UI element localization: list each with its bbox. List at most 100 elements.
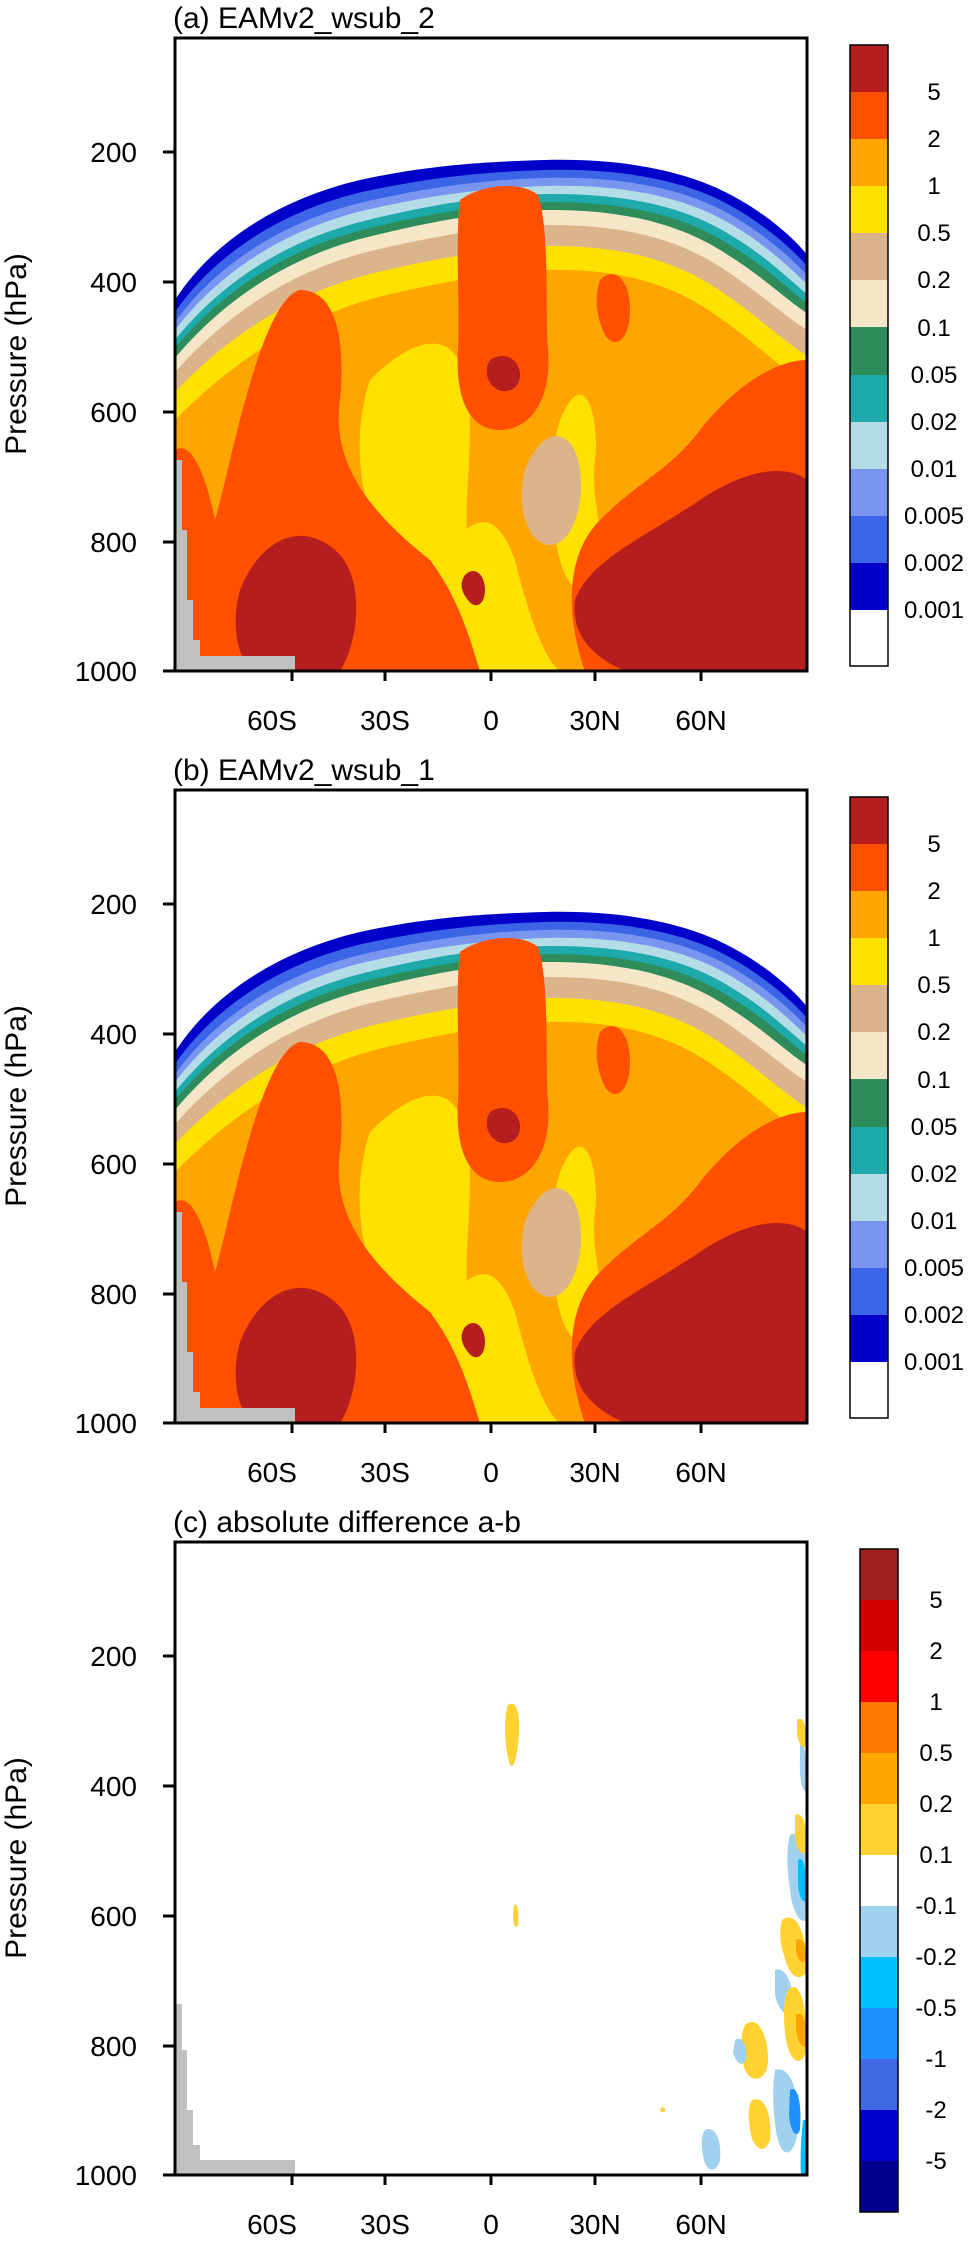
panel-a-missing (175, 460, 295, 671)
panel-a-cb-label: 5 (927, 79, 940, 106)
panel-b-cb-label: 0.1 (917, 1067, 950, 1094)
panel-c-x-ticks (290, 2175, 703, 2185)
panel-b-y-label-1000: 1000 (75, 1408, 137, 1439)
panel-a-x-labels: 60S 30S 0 30N 60N (247, 705, 727, 736)
panel-b-y-label-800: 800 (90, 1279, 137, 1310)
panel-a-y-ticks (163, 150, 175, 673)
panel-b-cb-label: 5 (927, 831, 940, 858)
panel-b-cb-label: 0.01 (911, 1208, 958, 1235)
panel-a: (a) EAMv2_wsub_2 (0, 2, 964, 736)
panel-a-x-label-30n: 30N (569, 705, 620, 736)
panel-b-cb-label: 0.02 (911, 1161, 958, 1188)
panel-b-y-label-200: 200 (90, 889, 137, 920)
panel-c-cb-label: -1 (925, 2046, 946, 2073)
panel-b-field (175, 790, 807, 1423)
panel-a-red-nh-small (596, 274, 630, 342)
panel-a-cb-label: 1 (927, 173, 940, 200)
panel-a-title: (a) EAMv2_wsub_2 (173, 2, 435, 35)
panel-c-x-label-0: 0 (483, 2209, 499, 2240)
panel-a-cb-label: 0.1 (917, 315, 950, 342)
panel-b-cb-label: 2 (927, 878, 940, 905)
panel-c-y-label-400: 400 (90, 1771, 137, 1802)
panel-b-cb-label: 0.5 (917, 972, 950, 999)
panel-a-y-label-800: 800 (90, 527, 137, 558)
panel-a-colorbar (849, 44, 889, 667)
panel-c-edge-yellow-2 (780, 1917, 807, 1978)
panel-b-cb-label: 0.05 (911, 1114, 958, 1141)
panel-b-x-ticks (290, 1423, 703, 1433)
panel-b-x-label-60n: 60N (675, 1457, 726, 1488)
panel-c-blob-upper (505, 1703, 520, 1766)
panel-a-cb-label: 2 (927, 126, 940, 153)
panel-c-edge-orange-1 (796, 1939, 807, 1962)
panel-a-x-label-0: 0 (483, 705, 499, 736)
panel-a-cb-label: 0.2 (917, 267, 950, 294)
panel-a-cb-label: 0.01 (911, 456, 958, 483)
panel-c-cb-label: -0.5 (915, 1995, 956, 2022)
panel-b-x-labels: 60S 30S 0 30N 60N (247, 1457, 727, 1488)
panel-c-edge-yellow-5 (748, 2099, 771, 2149)
panel-c-cb-label: 0.5 (919, 1740, 952, 1767)
panel-c-edge-yellow-6 (797, 1718, 807, 1748)
panel-c-edge-yellow-1 (795, 1814, 807, 1854)
panel-a-cb-label: 0.002 (904, 550, 964, 577)
panel-a-y-label-1000: 1000 (75, 656, 137, 687)
panel-c-cb-label: 5 (929, 1587, 942, 1614)
panel-c-edge-blue-4 (733, 2038, 747, 2064)
panel-a-cb-label: 0.005 (904, 503, 964, 530)
panel-a-cb-label: 0.02 (911, 409, 958, 436)
panel-c: (c) absolute difference a-b (0, 1506, 957, 2240)
panel-b-y-label-600: 600 (90, 1149, 137, 1180)
panel-a-tan-bubble (521, 436, 581, 545)
panel-c-cb-label: 0.2 (919, 1791, 952, 1818)
panel-b-cb-label: 0.002 (904, 1302, 964, 1329)
panel-c-y-label-200: 200 (90, 1641, 137, 1672)
panel-b-x-label-0: 0 (483, 1457, 499, 1488)
panel-b-y-ticks (163, 902, 175, 1425)
panel-a-cb-label: 0.05 (911, 362, 958, 389)
panel-b-y-labels: 200 400 600 800 1000 (75, 889, 137, 1439)
panel-a-y-label-200: 200 (90, 137, 137, 168)
panel-a-cb-label: 0.5 (917, 220, 950, 247)
panel-c-cb-label: -2 (925, 2097, 946, 2124)
panel-c-y-label-600: 600 (90, 1901, 137, 1932)
panel-a-field (175, 38, 807, 671)
panel-a-y-labels: 200 400 600 800 1000 (75, 137, 137, 687)
panel-c-cb-label: 2 (929, 1638, 942, 1665)
panel-c-x-label-60s: 60S (247, 2209, 297, 2240)
panel-b: (b) EAMv2_wsub_1 (0, 754, 964, 1488)
panel-b-colorbar (849, 796, 889, 1419)
panel-c-blob-mid (513, 1904, 519, 1927)
panel-c-cb-label: 0.1 (919, 1842, 952, 1869)
panel-b-title: (b) EAMv2_wsub_1 (173, 754, 435, 787)
panel-a-darkred-eq2 (461, 570, 485, 606)
panel-a-y-label-600: 600 (90, 397, 137, 428)
panel-a-darkred-eq (486, 355, 520, 392)
panel-c-y-axis-title: Pressure (hPa) (0, 1757, 33, 1959)
panel-c-edge-blue-8 (799, 1744, 807, 1791)
panel-a-yellow-eq (439, 522, 560, 671)
panel-b-cb-label: 1 (927, 925, 940, 952)
panel-c-edge-blue-7 (701, 2129, 721, 2170)
panel-a-cb-label: 0.001 (904, 597, 964, 624)
panel-c-edge-yellow-4 (741, 2021, 768, 2079)
panel-a-y-label-400: 400 (90, 267, 137, 298)
panel-c-edge-blue-6 (789, 2089, 801, 2135)
panel-c-missing (175, 2004, 295, 2175)
panel-c-edge-cyan (800, 2120, 807, 2175)
panel-c-cb-label: -0.1 (915, 1893, 956, 1920)
panel-c-x-label-60n: 60N (675, 2209, 726, 2240)
panel-b-x-label-60s: 60S (247, 1457, 297, 1488)
panel-a-red-eq-top (457, 185, 549, 430)
panel-c-x-label-30s: 30S (360, 2209, 410, 2240)
panel-c-colorbar (859, 1548, 899, 2213)
panel-c-x-label-30n: 30N (569, 2209, 620, 2240)
panel-b-y-label-400: 400 (90, 1019, 137, 1050)
panel-c-field (175, 1542, 807, 2175)
panel-a-colorbar-labels: 5 2 1 0.5 0.2 0.1 0.05 0.02 0.01 0.005 0… (904, 79, 964, 624)
panel-a-x-label-30s: 30S (360, 705, 410, 736)
panel-b-cb-label: 0.001 (904, 1349, 964, 1376)
panel-a-darkred-sh (235, 535, 357, 671)
panel-c-blob-low (660, 2107, 666, 2113)
